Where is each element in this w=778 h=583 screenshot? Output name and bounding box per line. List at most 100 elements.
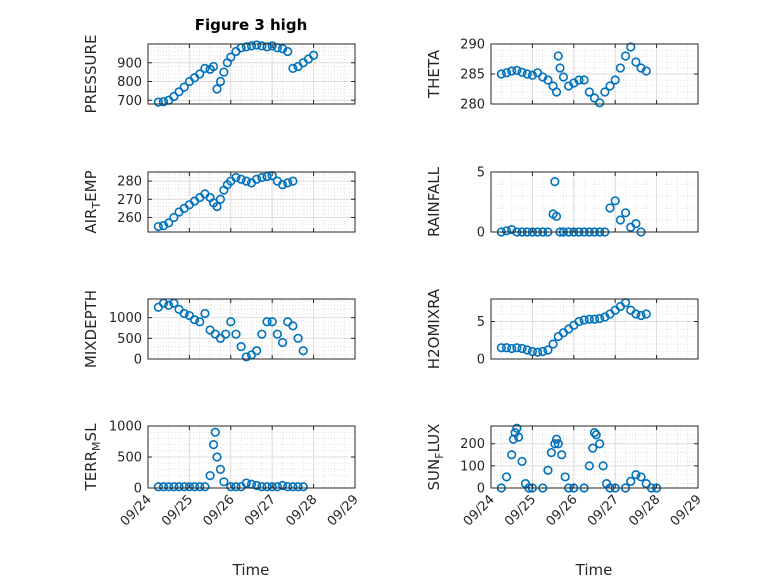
x-tick-label: 09/26	[201, 492, 238, 529]
data-point	[215, 464, 226, 475]
data-point	[641, 478, 651, 489]
y-tick-label: 290	[460, 38, 485, 53]
data-point	[267, 317, 277, 327]
x-tick-label: 09/25	[159, 492, 196, 529]
data-point	[501, 343, 512, 353]
data-point	[179, 308, 189, 319]
data-point	[501, 472, 512, 482]
data-point	[226, 482, 236, 492]
data-point	[153, 97, 163, 107]
data-point	[620, 51, 631, 61]
data-point	[579, 315, 589, 325]
data-point	[558, 72, 569, 82]
axes-box	[147, 171, 356, 233]
data-point	[283, 46, 293, 57]
data-point	[215, 76, 226, 87]
data-point	[262, 317, 272, 327]
panel-mixdepth: 0 500 1000 MIXDEPTH	[82, 290, 356, 368]
axes-box	[490, 171, 699, 233]
data-point	[262, 171, 272, 182]
y-axis-label: MIXDEPTH	[82, 290, 100, 368]
data-point	[293, 482, 303, 492]
data-point	[513, 432, 524, 442]
y-axis-label: H2OMIXRA	[425, 288, 443, 369]
data-point	[636, 472, 646, 482]
data-point	[636, 310, 646, 321]
data-point	[195, 317, 205, 327]
data-point	[517, 343, 527, 354]
data-point	[195, 69, 205, 79]
axes-box	[490, 298, 699, 360]
data-point	[553, 439, 563, 449]
data-point	[551, 87, 562, 97]
y-axis-label: PRESSURE	[82, 35, 100, 114]
data-point	[164, 218, 174, 228]
data-point	[283, 178, 293, 188]
data-point	[267, 482, 277, 492]
x-tick-label: 09/27	[585, 492, 622, 529]
y-tick-label: 0	[134, 482, 142, 497]
data-point	[641, 66, 651, 76]
data-point	[219, 477, 229, 487]
data-point	[164, 482, 174, 492]
data-point	[262, 482, 272, 492]
y-axis-label: SUNFLUX	[425, 424, 446, 491]
data-point	[522, 345, 532, 355]
data-point	[631, 309, 641, 319]
y-tick-label: 1000	[109, 420, 142, 435]
x-tick-label: 09/24	[461, 492, 498, 529]
data-point	[610, 75, 620, 85]
data-point	[288, 176, 298, 186]
x-tick-label: 09/24	[118, 492, 155, 529]
data-point	[208, 440, 219, 450]
data-point	[236, 341, 246, 352]
y-axis-label: THETA	[425, 49, 443, 99]
data-point	[595, 439, 605, 449]
data-point	[153, 221, 163, 232]
y-tick-label: 5	[477, 166, 485, 181]
data-point	[241, 176, 251, 186]
data-point	[252, 40, 262, 50]
data-point	[589, 93, 600, 103]
data-point	[600, 87, 610, 97]
y-axis-label: RAINFALL	[425, 166, 443, 237]
panel-pressure: 700 800 900 PRESSURE	[82, 35, 356, 114]
data-point	[231, 482, 241, 492]
x-axis-label-left: Time	[232, 561, 270, 579]
y-tick-label: 280	[460, 98, 485, 113]
x-tick-label: 09/27	[242, 492, 279, 529]
data-point	[543, 465, 553, 475]
panel-rainfall: 0 5 RAINFALL	[425, 166, 699, 241]
data-point	[574, 75, 584, 85]
data-point	[550, 439, 560, 449]
data-point	[158, 482, 169, 492]
data-point	[507, 450, 517, 460]
data-point	[527, 70, 538, 80]
data-point	[546, 447, 556, 458]
data-point	[595, 98, 605, 108]
data-point	[496, 343, 506, 353]
data-point	[153, 482, 163, 492]
data-point	[179, 482, 189, 492]
data-point	[579, 75, 589, 85]
data-point	[584, 87, 594, 97]
data-point	[231, 172, 241, 183]
data-point	[589, 428, 600, 438]
data-point	[589, 314, 600, 324]
data-point	[158, 97, 169, 107]
panel-h2omixra: 0 5 H2OMIXRA	[425, 288, 699, 369]
data-point	[189, 482, 200, 492]
data-point	[626, 42, 636, 52]
data-point	[298, 346, 308, 356]
data-point	[605, 203, 615, 213]
data-point	[288, 63, 298, 73]
data-point	[298, 482, 308, 492]
data-point	[252, 346, 262, 356]
data-point	[252, 480, 262, 491]
data-point	[164, 300, 174, 310]
data-point	[252, 174, 262, 184]
data-point	[591, 430, 601, 440]
data-point	[550, 177, 560, 187]
data-point	[507, 343, 517, 354]
